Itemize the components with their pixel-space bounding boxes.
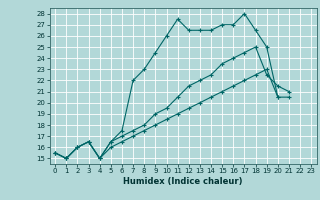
X-axis label: Humidex (Indice chaleur): Humidex (Indice chaleur) xyxy=(124,177,243,186)
